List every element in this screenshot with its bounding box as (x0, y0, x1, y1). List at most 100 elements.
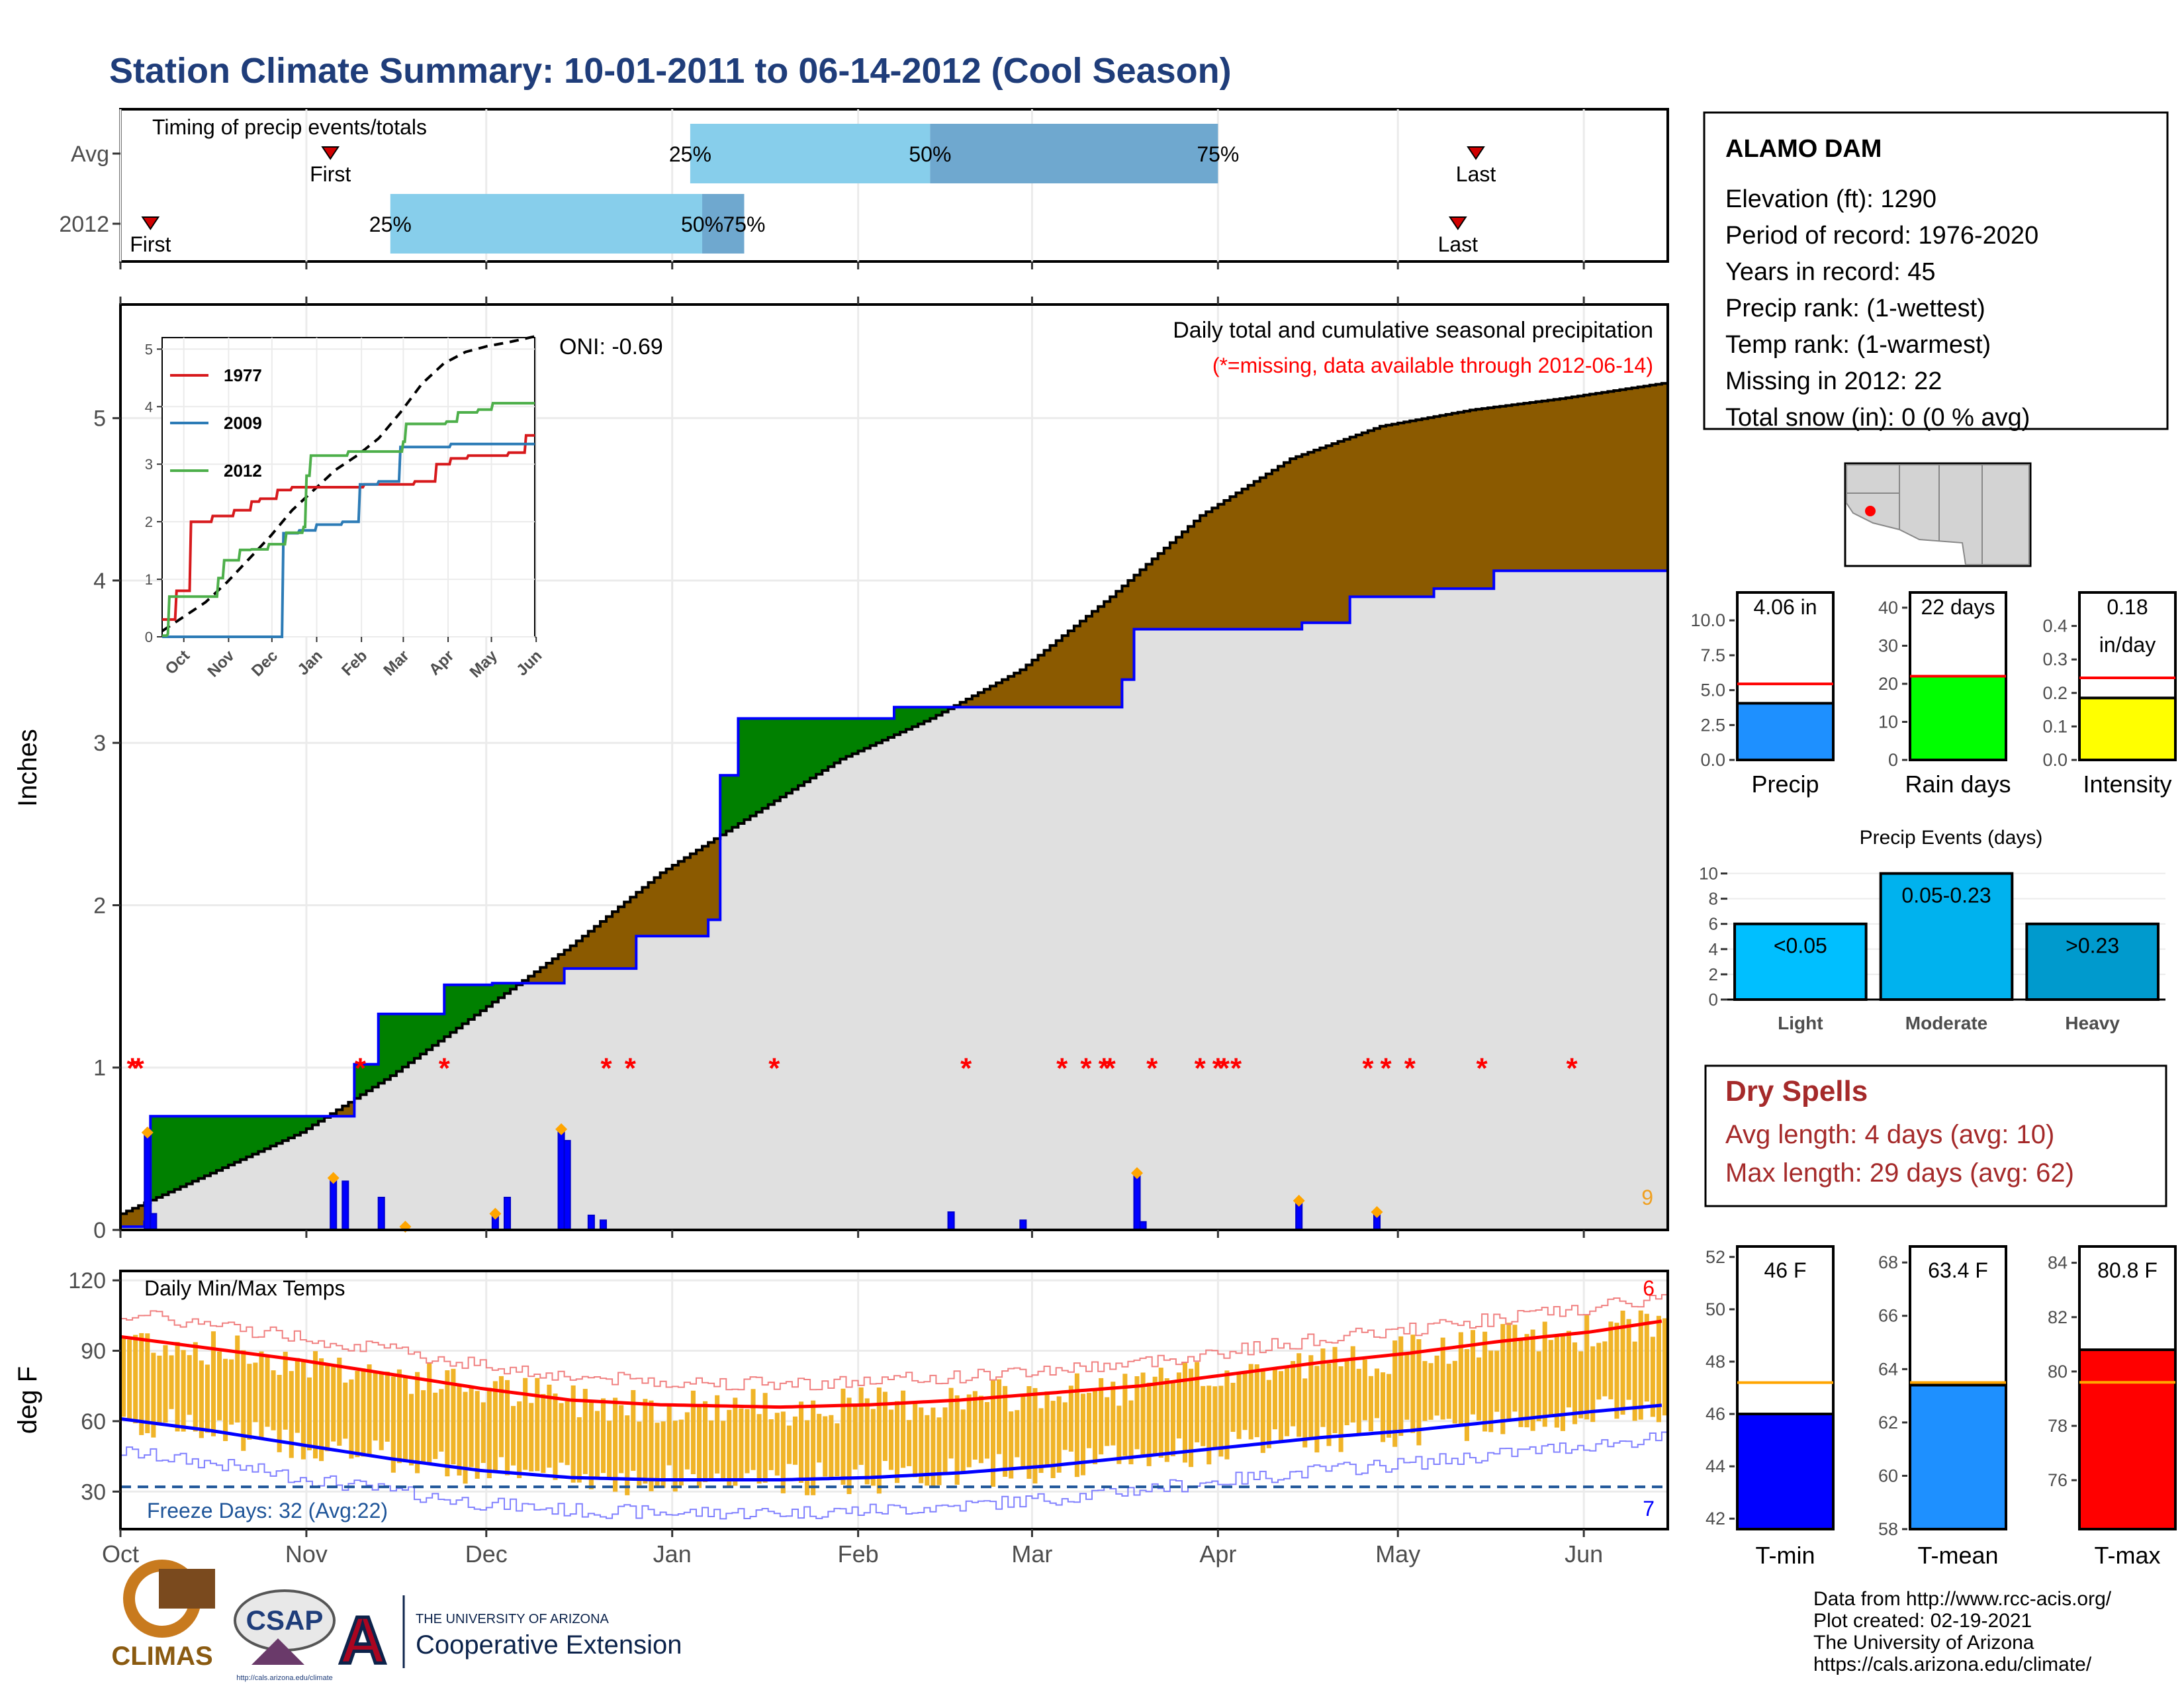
daily-temp-bar (1308, 1355, 1314, 1440)
daily-temp-bar (229, 1359, 234, 1425)
daily-temp-bar (997, 1379, 1002, 1454)
daily-temp-bar (1212, 1386, 1218, 1448)
month-label: Feb (838, 1540, 879, 1568)
station-info: ALAMO DAM Elevation (ft): 1290 Period of … (1703, 111, 2169, 432)
temp-tick-label: 30 (81, 1479, 106, 1505)
temp-summary-tick-label: 78 (2048, 1416, 2068, 1436)
last-event-marker (1467, 146, 1485, 160)
daily-temp-bar (1032, 1387, 1038, 1484)
daily-temp-bar (349, 1379, 354, 1459)
location-map (1844, 462, 2032, 567)
daily-temp-bar (565, 1401, 570, 1466)
daily-temp-bar (1338, 1366, 1343, 1452)
daily-temp-bar (1134, 1376, 1140, 1450)
daily-temp-bar (1560, 1335, 1565, 1431)
inset-legend-label: 1977 (224, 365, 262, 385)
daily-temp-bar (1260, 1369, 1265, 1453)
daily-temp-bar (439, 1389, 444, 1452)
daily-temp-bar (1434, 1355, 1439, 1416)
daily-temp-bar (511, 1405, 516, 1466)
daily-temp-bars (121, 1310, 1667, 1495)
csap-logo-text: CSAP (246, 1605, 324, 1636)
daily-temp-bar (1428, 1363, 1433, 1420)
daily-temp-bar (1518, 1338, 1524, 1427)
daily-temp-bar (1291, 1361, 1296, 1427)
daily-temp-bar (756, 1414, 762, 1484)
ua-logo: A THE UNIVERSITY OF ARIZONA Cooperative … (337, 1595, 682, 1679)
surplus-area (150, 1116, 331, 1200)
daily-temp-bar (835, 1423, 840, 1477)
month-label: May (1375, 1540, 1420, 1568)
summary-bar-name: Precip (1751, 771, 1819, 798)
inset-tick-label: 1 (145, 571, 153, 588)
daily-precip-bar (503, 1196, 512, 1231)
inset-series-line (162, 402, 535, 637)
daily-temp-bar (1038, 1408, 1044, 1474)
temp-summary-tick-label: 66 (1878, 1306, 1898, 1326)
timing-panel: Timing of precip events/totals Avg 25% 50%… (59, 108, 1669, 269)
daily-temp-bar (978, 1395, 983, 1464)
daily-temp-bar (379, 1372, 384, 1450)
daily-temp-bar (594, 1411, 600, 1477)
timing-row-label: 2012 (59, 212, 109, 237)
precip-count: 9 (1641, 1186, 1653, 1209)
daily-temp-bar (1218, 1385, 1224, 1457)
daily-temp-bar (672, 1421, 678, 1492)
daily-temp-bar (1111, 1382, 1116, 1446)
daily-temp-bar (1416, 1339, 1422, 1446)
timing-bar-25-50 (690, 124, 931, 183)
daily-temp-bar (1381, 1372, 1386, 1442)
station-line: Missing in 2012: 22 (1725, 367, 1942, 395)
daily-temp-bar (1086, 1393, 1092, 1448)
missing-day-marker: * (1218, 1053, 1230, 1085)
daily-temp-bar (1632, 1341, 1637, 1421)
daily-temp-bar (121, 1336, 126, 1417)
daily-temp-bar (469, 1387, 474, 1468)
month-label: Jan (653, 1540, 692, 1568)
daily-precip-bar (1133, 1172, 1141, 1231)
daily-temp-bar (1080, 1393, 1085, 1476)
daily-temp-bar (984, 1402, 989, 1459)
daily-temp-bar (553, 1393, 558, 1480)
dry-spells: Dry Spells Avg length: 4 days (avg: 10) … (1704, 1064, 2167, 1207)
month-label: Dec (465, 1540, 508, 1568)
daily-temp-bar (1350, 1346, 1355, 1423)
inset-tick-label: 3 (145, 456, 153, 473)
daily-temp-bar (306, 1377, 312, 1450)
ua-logo-mark: A (339, 1603, 387, 1677)
daily-temp-bar (517, 1401, 522, 1478)
csap-logo: CSAP http://cals.arizona.edu/climate (234, 1589, 336, 1682)
credits: Data from http://www.rcc-acis.org/Plot c… (1813, 1588, 2112, 1675)
daily-temp-bar (1099, 1378, 1104, 1455)
daily-temp-bar (247, 1364, 252, 1440)
temp-summary-tick-label: 76 (2048, 1470, 2068, 1490)
daily-temp-bar (1410, 1335, 1416, 1433)
missing-day-marker: * (960, 1053, 972, 1085)
timing-p75-label: 75% (723, 212, 765, 236)
daily-temp-bar (1542, 1321, 1547, 1427)
map-borders (1846, 465, 1983, 565)
daily-temp-bar (193, 1342, 198, 1432)
daily-temp-bar (931, 1407, 936, 1487)
daily-precip-bar (557, 1128, 565, 1231)
daily-temp-bar (415, 1372, 420, 1474)
daily-temp-bar (1248, 1364, 1253, 1440)
first-event-marker (141, 216, 160, 230)
temp-summary-tick-label: 82 (2048, 1307, 2068, 1327)
daily-temp-bar (1314, 1366, 1320, 1453)
missing-day-marker: * (1212, 1053, 1224, 1085)
daily-temp-bar (1506, 1323, 1512, 1422)
daily-temp-bar (1201, 1385, 1206, 1446)
last-event-marker (1448, 216, 1467, 230)
daily-temp-bar (1146, 1382, 1152, 1466)
daily-temp-bar (1458, 1332, 1463, 1427)
daily-temp-bar (948, 1387, 954, 1459)
extreme-precip-marker (327, 1172, 340, 1184)
daily-temp-bar (1332, 1346, 1338, 1433)
daily-temp-bar (1536, 1351, 1541, 1422)
daily-temp-bar (1170, 1382, 1175, 1456)
daily-temp-bar (529, 1403, 534, 1472)
daily-temp-bar (805, 1420, 810, 1495)
daily-temp-bar (727, 1409, 732, 1487)
